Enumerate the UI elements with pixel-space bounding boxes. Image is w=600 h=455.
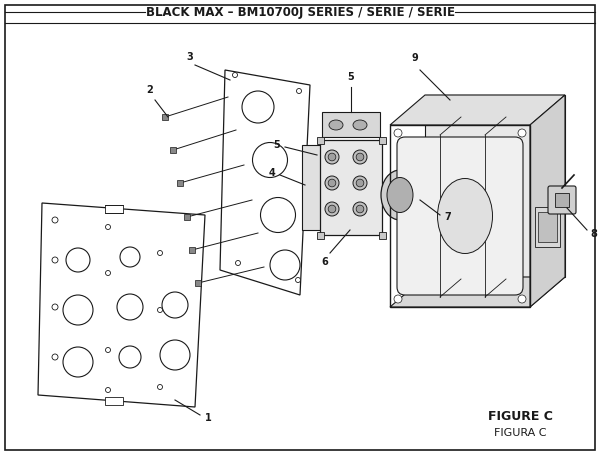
- FancyBboxPatch shape: [162, 114, 168, 120]
- FancyBboxPatch shape: [320, 140, 382, 235]
- Ellipse shape: [328, 205, 336, 213]
- Ellipse shape: [52, 257, 58, 263]
- Ellipse shape: [296, 89, 302, 93]
- Text: BLACK MAX – BM10700J SERIES / SÉRIE / SERIE: BLACK MAX – BM10700J SERIES / SÉRIE / SE…: [146, 5, 455, 19]
- FancyBboxPatch shape: [555, 193, 569, 207]
- Ellipse shape: [63, 295, 93, 325]
- Ellipse shape: [235, 261, 241, 266]
- Ellipse shape: [356, 205, 364, 213]
- FancyBboxPatch shape: [170, 147, 176, 153]
- Ellipse shape: [329, 120, 343, 130]
- Ellipse shape: [387, 177, 413, 212]
- Ellipse shape: [381, 170, 419, 220]
- Ellipse shape: [233, 72, 238, 77]
- Text: 3: 3: [187, 52, 193, 62]
- Text: 1: 1: [205, 413, 212, 423]
- Ellipse shape: [52, 304, 58, 310]
- Ellipse shape: [106, 224, 110, 229]
- Ellipse shape: [353, 120, 367, 130]
- Text: 8: 8: [590, 229, 597, 239]
- Ellipse shape: [353, 176, 367, 190]
- Ellipse shape: [120, 247, 140, 267]
- Ellipse shape: [106, 388, 110, 393]
- Ellipse shape: [157, 384, 163, 389]
- Polygon shape: [390, 277, 565, 307]
- FancyBboxPatch shape: [538, 212, 557, 242]
- FancyBboxPatch shape: [317, 136, 323, 143]
- Ellipse shape: [296, 278, 301, 283]
- Ellipse shape: [394, 129, 402, 137]
- Ellipse shape: [356, 179, 364, 187]
- Ellipse shape: [518, 295, 526, 303]
- Text: 7: 7: [444, 212, 451, 222]
- Ellipse shape: [157, 251, 163, 256]
- Text: 4: 4: [268, 168, 275, 178]
- Text: 2: 2: [146, 85, 154, 95]
- FancyBboxPatch shape: [105, 397, 123, 405]
- Ellipse shape: [52, 217, 58, 223]
- Polygon shape: [425, 95, 565, 277]
- Text: 6: 6: [322, 257, 328, 267]
- FancyBboxPatch shape: [379, 232, 386, 238]
- Ellipse shape: [353, 202, 367, 216]
- Ellipse shape: [270, 250, 300, 280]
- Ellipse shape: [325, 150, 339, 164]
- FancyBboxPatch shape: [548, 186, 576, 214]
- Ellipse shape: [106, 348, 110, 353]
- Ellipse shape: [328, 153, 336, 161]
- Ellipse shape: [106, 271, 110, 275]
- FancyBboxPatch shape: [535, 207, 560, 247]
- Ellipse shape: [52, 354, 58, 360]
- Ellipse shape: [353, 150, 367, 164]
- Text: 5: 5: [273, 140, 280, 150]
- FancyBboxPatch shape: [189, 247, 195, 253]
- Ellipse shape: [394, 295, 402, 303]
- Ellipse shape: [119, 346, 141, 368]
- Polygon shape: [38, 203, 205, 407]
- Polygon shape: [220, 70, 310, 295]
- FancyBboxPatch shape: [379, 136, 386, 143]
- FancyBboxPatch shape: [397, 137, 523, 295]
- Ellipse shape: [162, 292, 188, 318]
- Ellipse shape: [117, 294, 143, 320]
- FancyBboxPatch shape: [317, 232, 323, 238]
- FancyBboxPatch shape: [105, 205, 123, 213]
- Text: 5: 5: [347, 72, 355, 82]
- Text: FIGURE C: FIGURE C: [488, 410, 553, 424]
- FancyBboxPatch shape: [177, 180, 183, 186]
- Ellipse shape: [63, 347, 93, 377]
- Text: FIGURA C: FIGURA C: [494, 428, 546, 438]
- FancyBboxPatch shape: [195, 280, 201, 286]
- Ellipse shape: [437, 178, 493, 253]
- Ellipse shape: [328, 179, 336, 187]
- FancyBboxPatch shape: [322, 112, 380, 137]
- Ellipse shape: [325, 202, 339, 216]
- FancyBboxPatch shape: [184, 214, 190, 220]
- FancyBboxPatch shape: [302, 145, 322, 230]
- Ellipse shape: [242, 91, 274, 123]
- Ellipse shape: [260, 197, 296, 233]
- Ellipse shape: [518, 129, 526, 137]
- Polygon shape: [390, 95, 565, 125]
- Ellipse shape: [356, 153, 364, 161]
- Text: 9: 9: [412, 53, 418, 63]
- FancyBboxPatch shape: [5, 5, 595, 450]
- Ellipse shape: [66, 248, 90, 272]
- Polygon shape: [530, 95, 565, 307]
- Ellipse shape: [253, 142, 287, 177]
- Ellipse shape: [160, 340, 190, 370]
- Ellipse shape: [157, 308, 163, 313]
- Ellipse shape: [325, 176, 339, 190]
